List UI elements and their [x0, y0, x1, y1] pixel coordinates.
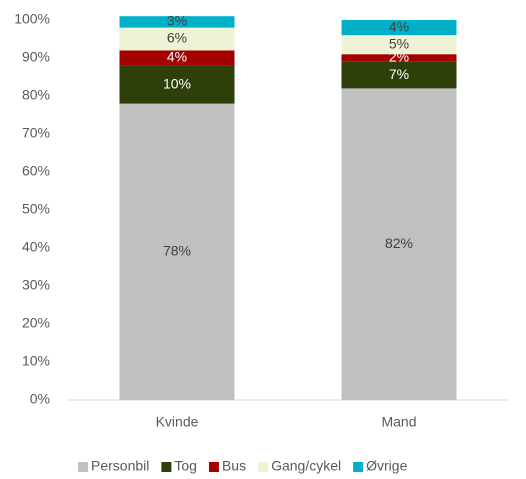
- data-label: 78%: [163, 243, 191, 259]
- y-tick-label: 60%: [22, 163, 50, 179]
- y-tick-label: 0%: [30, 391, 50, 407]
- bar-segment: [341, 54, 457, 62]
- data-label: 4%: [167, 49, 187, 65]
- legend-swatch: [258, 462, 269, 472]
- bar-segment: [119, 65, 235, 104]
- legend-swatch: [208, 462, 219, 472]
- x-tick-label: Mand: [381, 414, 416, 430]
- bar-segment: [119, 16, 235, 28]
- legend-label: Personbil: [91, 458, 149, 474]
- y-tick-label: 70%: [22, 125, 50, 141]
- data-label: 7%: [389, 66, 409, 82]
- y-tick-label: 80%: [22, 87, 50, 103]
- y-tick-label: 30%: [22, 277, 50, 293]
- legend-label: Øvrige: [366, 458, 407, 474]
- data-label: 10%: [163, 75, 191, 91]
- y-tick-label: 40%: [22, 239, 50, 255]
- bar-segment: [341, 35, 457, 55]
- bar-segment: [119, 27, 235, 51]
- bar-segment: [341, 61, 457, 89]
- data-label: 6%: [167, 30, 187, 46]
- bar-segment: [119, 50, 235, 66]
- data-label: 5%: [389, 35, 409, 51]
- x-tick-label: Kvinde: [156, 414, 199, 430]
- bar-segment: [341, 88, 457, 401]
- legend-label: Tog: [174, 458, 197, 474]
- y-tick-label: 50%: [22, 201, 50, 217]
- data-label: 82%: [385, 235, 413, 251]
- y-tick-label: 90%: [22, 49, 50, 65]
- y-tick-label: 10%: [22, 353, 50, 369]
- legend-swatch: [161, 462, 172, 472]
- legend-swatch: [353, 462, 364, 472]
- legend-swatch: [78, 462, 88, 472]
- legend-label: Bus: [222, 458, 246, 474]
- y-tick-label: 100%: [14, 11, 50, 27]
- data-label: 3%: [167, 13, 187, 29]
- y-tick-label: 20%: [22, 315, 50, 331]
- data-label: 4%: [389, 18, 409, 34]
- bar-segment: [119, 103, 235, 400]
- legend-label: Gang/cykel: [271, 458, 341, 474]
- bar-segment: [341, 20, 457, 36]
